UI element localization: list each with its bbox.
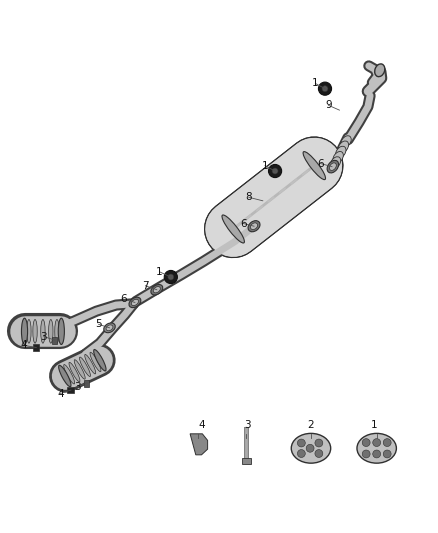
Ellipse shape — [41, 319, 45, 343]
Circle shape — [315, 449, 323, 457]
Ellipse shape — [131, 300, 138, 305]
Ellipse shape — [94, 350, 106, 371]
Ellipse shape — [90, 352, 101, 372]
Bar — [84, 379, 89, 386]
Circle shape — [306, 445, 314, 452]
Circle shape — [297, 449, 305, 457]
Circle shape — [318, 82, 332, 95]
Ellipse shape — [21, 318, 28, 344]
Ellipse shape — [333, 151, 343, 164]
Circle shape — [315, 439, 323, 447]
Circle shape — [383, 450, 391, 458]
Ellipse shape — [106, 325, 113, 331]
Ellipse shape — [251, 223, 258, 230]
Ellipse shape — [338, 141, 349, 153]
Circle shape — [383, 439, 391, 447]
Circle shape — [362, 450, 370, 458]
Bar — [33, 344, 39, 351]
Ellipse shape — [79, 357, 91, 376]
Text: 1: 1 — [156, 266, 163, 277]
Ellipse shape — [303, 151, 325, 180]
Text: 1: 1 — [371, 420, 378, 430]
Circle shape — [362, 439, 370, 447]
Circle shape — [268, 165, 282, 177]
Ellipse shape — [59, 365, 71, 387]
Bar — [67, 387, 74, 393]
Text: 8: 8 — [245, 192, 252, 203]
Circle shape — [373, 450, 381, 458]
Ellipse shape — [329, 163, 336, 171]
Ellipse shape — [64, 365, 75, 384]
Ellipse shape — [153, 287, 160, 293]
Text: 4: 4 — [198, 420, 205, 430]
Text: 6: 6 — [120, 294, 127, 304]
Text: 3: 3 — [74, 382, 81, 392]
Circle shape — [168, 274, 174, 280]
Ellipse shape — [55, 319, 59, 343]
Ellipse shape — [341, 136, 351, 148]
Circle shape — [164, 270, 177, 284]
Text: 7: 7 — [142, 281, 149, 291]
Circle shape — [322, 86, 328, 92]
Ellipse shape — [336, 146, 346, 158]
Circle shape — [272, 168, 278, 174]
Text: 1: 1 — [312, 78, 319, 88]
Text: 9: 9 — [325, 100, 332, 110]
Bar — [242, 458, 251, 464]
Ellipse shape — [248, 221, 260, 232]
Ellipse shape — [330, 157, 341, 168]
Ellipse shape — [27, 319, 31, 343]
Text: 5: 5 — [95, 319, 102, 329]
Text: 6: 6 — [240, 219, 247, 229]
Ellipse shape — [129, 297, 141, 308]
Ellipse shape — [327, 160, 339, 173]
Ellipse shape — [85, 354, 96, 374]
Text: 6: 6 — [317, 159, 324, 168]
Circle shape — [297, 439, 305, 447]
Text: 1: 1 — [261, 161, 268, 171]
Ellipse shape — [151, 285, 163, 295]
Ellipse shape — [69, 362, 80, 382]
Ellipse shape — [58, 318, 64, 344]
Text: 4: 4 — [21, 341, 28, 350]
Ellipse shape — [291, 433, 331, 463]
Text: 3: 3 — [244, 420, 251, 430]
Ellipse shape — [357, 433, 396, 463]
Ellipse shape — [104, 323, 115, 333]
Polygon shape — [190, 434, 208, 455]
Bar — [52, 336, 57, 344]
Ellipse shape — [33, 319, 37, 343]
Ellipse shape — [222, 215, 244, 243]
Text: 3: 3 — [40, 332, 47, 342]
Ellipse shape — [49, 319, 53, 343]
Text: 4: 4 — [57, 389, 64, 399]
Text: 2: 2 — [307, 420, 314, 430]
Ellipse shape — [74, 360, 85, 379]
Ellipse shape — [374, 64, 385, 77]
Circle shape — [373, 439, 381, 447]
